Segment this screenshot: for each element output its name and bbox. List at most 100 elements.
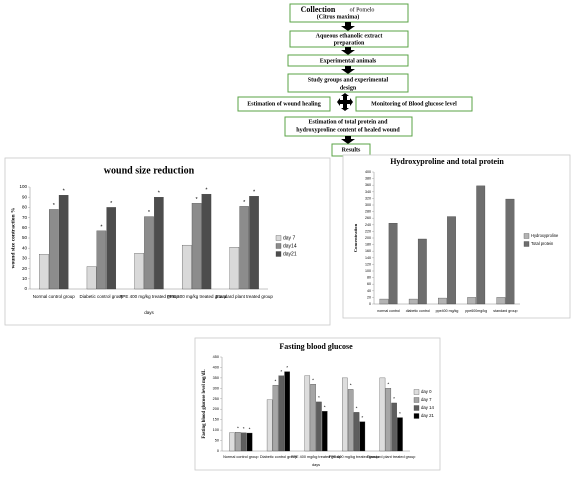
bar <box>496 297 506 305</box>
legend-label: day 14 <box>421 405 435 410</box>
x-axis-label: days <box>312 463 320 467</box>
annotation: * <box>249 426 251 432</box>
bar <box>359 421 366 452</box>
legend-label: day 7 <box>283 235 295 241</box>
flow-text: Study groups and experimental <box>308 77 389 83</box>
x-axis-label: days <box>144 310 154 315</box>
bar <box>316 401 322 452</box>
arrow <box>341 47 355 55</box>
legend-label: Hydroxyproline <box>531 233 559 238</box>
annotation: * <box>312 377 314 383</box>
annotation: * <box>110 201 113 207</box>
y-tick-label: 200 <box>365 236 371 240</box>
bar <box>347 389 354 452</box>
legend-swatch <box>413 405 420 411</box>
bar <box>342 377 348 452</box>
x-tick-label: Diabetic control group <box>260 455 297 459</box>
annotation: * <box>253 190 256 196</box>
bar <box>391 402 397 452</box>
bar <box>388 222 398 305</box>
bar <box>321 411 328 452</box>
chart-title: wound size reduction <box>104 165 195 176</box>
x-tick-label: standard group <box>493 309 517 313</box>
annotation: * <box>280 369 282 375</box>
bar <box>304 375 311 452</box>
bar <box>397 417 403 452</box>
x-tick-label: PPE 400 mg/kg treated group <box>291 455 341 459</box>
flow-text: Experimental animals <box>320 58 377 64</box>
y-tick-label: 100 <box>19 184 27 189</box>
arrow <box>341 66 355 74</box>
chart: Fasting blood glucose 0 50 100 150 200 250 300 3… <box>194 337 441 471</box>
y-tick-label: 220 <box>365 229 371 233</box>
y-tick-label: 360 <box>365 183 371 187</box>
flow-text: Monitoring of Blood glucose level <box>371 101 457 107</box>
chart-title: Fasting blood glucose <box>279 342 353 351</box>
bar <box>134 253 144 290</box>
y-axis-label: Concentration <box>353 223 358 252</box>
y-tick-label: 70 <box>22 215 28 220</box>
annotation: * <box>393 396 395 402</box>
x-tick-label: ppe600mg/kg <box>465 309 487 313</box>
bar <box>154 197 164 290</box>
legend-swatch <box>413 389 420 395</box>
bar <box>272 385 279 452</box>
bar <box>284 371 290 452</box>
bar <box>408 298 418 305</box>
x-tick-label: Normal control group <box>33 294 76 299</box>
y-tick-label: 10 <box>22 276 28 281</box>
legend-swatch <box>275 243 282 249</box>
flow-text: design <box>340 85 357 91</box>
bar <box>181 244 192 290</box>
y-tick-label: 60 <box>367 282 371 286</box>
y-tick-label: 100 <box>365 269 371 273</box>
legend-swatch <box>413 397 420 403</box>
y-tick-label: 20 <box>367 295 371 299</box>
annotation: * <box>324 405 326 411</box>
bar <box>229 247 240 290</box>
bar <box>239 206 249 290</box>
annotation: * <box>361 415 363 421</box>
y-tick-label: 20 <box>22 266 28 271</box>
chart-frame <box>342 154 571 319</box>
bar <box>229 432 235 452</box>
legend-label: day 0 <box>421 389 432 394</box>
bar <box>249 196 259 290</box>
y-tick-label: 300 <box>213 386 219 390</box>
annotation: * <box>205 188 208 194</box>
bar <box>144 216 154 290</box>
y-tick-label: 240 <box>365 223 371 227</box>
annotation: * <box>275 378 277 384</box>
bar <box>106 207 117 290</box>
annotation: * <box>237 425 239 431</box>
y-tick-label: 180 <box>365 243 371 247</box>
bar <box>39 254 49 290</box>
legend-swatch <box>275 235 282 241</box>
legend-label: day14 <box>283 243 297 249</box>
y-tick-label: 30 <box>22 256 28 261</box>
y-tick-label: 400 <box>365 170 371 174</box>
annotation: * <box>243 426 245 432</box>
annotation: * <box>286 365 288 371</box>
legend-label: day 21 <box>421 413 435 418</box>
bar <box>266 399 273 452</box>
bar <box>379 377 386 452</box>
legend-swatch <box>413 413 420 419</box>
x-tick-label: Standard plant treated group <box>216 294 274 299</box>
y-tick-label: 380 <box>365 177 371 181</box>
annotation: * <box>350 383 352 389</box>
flow-text: (Citrus maxima) <box>317 13 360 20</box>
bar <box>246 432 253 452</box>
bar <box>310 384 316 452</box>
y-tick-label: 280 <box>365 210 371 214</box>
flow-text: Aqueous ethanolic extract <box>316 33 383 39</box>
y-tick-label: 50 <box>22 235 28 240</box>
y-tick-label: 50 <box>215 439 219 443</box>
y-tick-label: 0 <box>24 286 27 291</box>
bar <box>447 216 456 305</box>
bar <box>438 297 447 305</box>
flow-text: Estimation of total protein and <box>309 119 389 125</box>
y-tick-label: 150 <box>213 418 219 422</box>
y-tick-label: 90 <box>22 194 28 199</box>
